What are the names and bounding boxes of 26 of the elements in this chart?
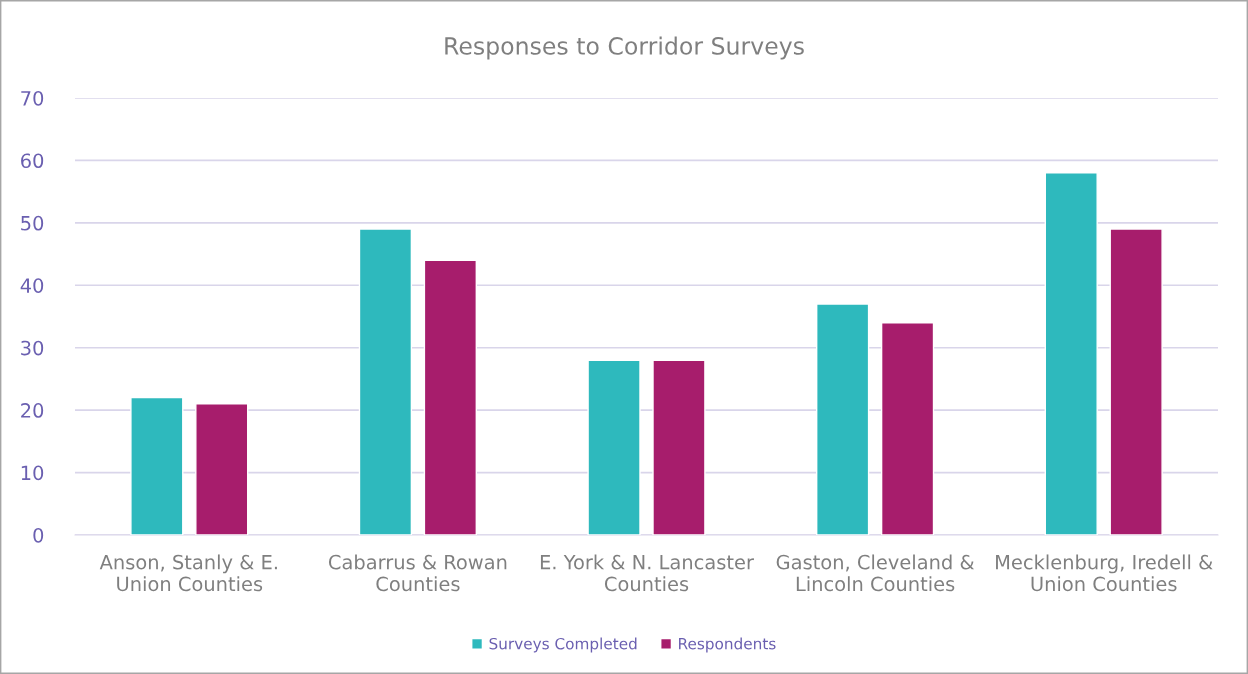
y-tick-label: 70 [21, 90, 44, 106]
x-tick-label: Anson, Stanly & E. Union Counties [99, 554, 277, 592]
bar [880, 322, 935, 535]
y-tick-label: 20 [21, 403, 44, 418]
bar [1109, 228, 1163, 535]
bar [358, 228, 413, 535]
y-tick-label: 60 [21, 153, 44, 169]
bar [587, 359, 641, 535]
x-tick-label: E. York & N. Lancaster Counties [540, 554, 754, 592]
bar [815, 303, 870, 535]
legend-label: Respondents [679, 637, 776, 653]
y-tick-label: 10 [21, 465, 44, 481]
y-tick-label: 30 [21, 340, 44, 356]
bar [652, 359, 706, 535]
y-tick-label: 50 [21, 215, 44, 231]
chart-title: Responses to Corridor Surveys [445, 36, 804, 60]
x-tick-label: Gaston, Cleveland & Lincoln Counties [776, 554, 975, 592]
x-tick-label: Mecklenburg, Iredell & Union Counties [996, 554, 1213, 592]
x-tick-label: Cabarrus & Rowan Counties [328, 554, 507, 592]
bar [130, 396, 184, 535]
bar [423, 259, 478, 535]
legend-label: Surveys Completed [489, 637, 637, 653]
y-tick-label: 0 [33, 527, 44, 543]
bar [1044, 172, 1098, 535]
y-tick-label: 40 [20, 278, 44, 293]
bar [195, 403, 249, 535]
